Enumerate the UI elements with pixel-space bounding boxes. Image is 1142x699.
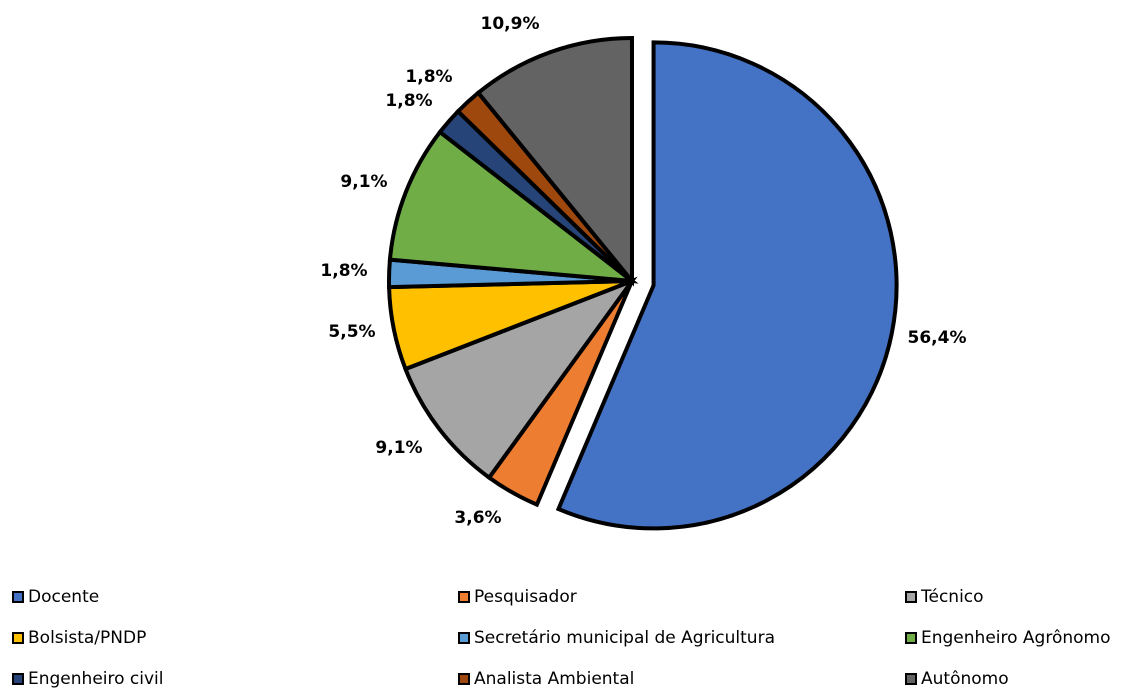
legend-item: Pesquisador [458,584,577,610]
pie-chart: 56,4% 3,6% 9,1% 5,5% 1,8% 9,1% 1,8% 1,8% 10,9% [320,14,967,531]
legend: Docente Pesquisador Técnico Bolsista/PNDP Se… [0,587,1142,699]
legend-label: Docente [28,587,100,607]
legend-label: Autônomo [921,669,1009,689]
data-label-engenheiro-agr-nomo: 9,1% [340,172,387,192]
data-label-t-cnico: 9,1% [375,438,422,458]
legend-label: Secretário municipal de Agricultura [474,628,775,648]
pie-slice-docente [555,40,899,531]
legend-item: Engenheiro civil [12,666,164,692]
data-label-docente: 56,4% [908,328,967,348]
pie-slice-engenheiro-agr-nomo [387,129,639,284]
legend-swatch [12,673,24,685]
legend-item: Técnico [905,584,984,610]
data-label-analista-ambiental: 1,8% [405,67,452,87]
legend-label: Técnico [921,587,984,607]
legend-swatch [458,673,470,685]
legend-label: Pesquisador [474,587,577,607]
pie-slice-t-cnico [402,276,638,481]
legend-swatch [905,632,917,644]
legend-swatch [12,632,24,644]
legend-label: Engenheiro civil [28,669,164,689]
legend-swatch [905,673,917,685]
data-label-engenheiro-civil: 1,8% [385,91,432,111]
data-label-pesquisador: 3,6% [454,508,501,528]
legend-item: Docente [12,584,99,610]
legend-swatch [905,591,917,603]
legend-swatch [12,591,24,603]
legend-label: Engenheiro Agrônomo [921,628,1111,648]
legend-item: Engenheiro Agrônomo [905,625,1111,651]
legend-item: Analista Ambiental [458,666,634,692]
pie-slice-aut-nomo [475,35,634,287]
legend-label: Bolsista/PNDP [28,628,147,648]
data-label-bolsista-pndp: 5,5% [328,322,375,342]
data-label-secret-rio-municipal-de-agricultura: 1,8% [320,261,367,281]
legend-item: Autônomo [905,666,1009,692]
legend-item: Secretário municipal de Agricultura [458,625,775,651]
legend-item: Bolsista/PNDP [12,625,146,651]
legend-label: Analista Ambiental [474,669,635,689]
legend-swatch [458,632,470,644]
data-label-aut-nomo: 10,9% [481,14,540,34]
legend-swatch [458,591,470,603]
